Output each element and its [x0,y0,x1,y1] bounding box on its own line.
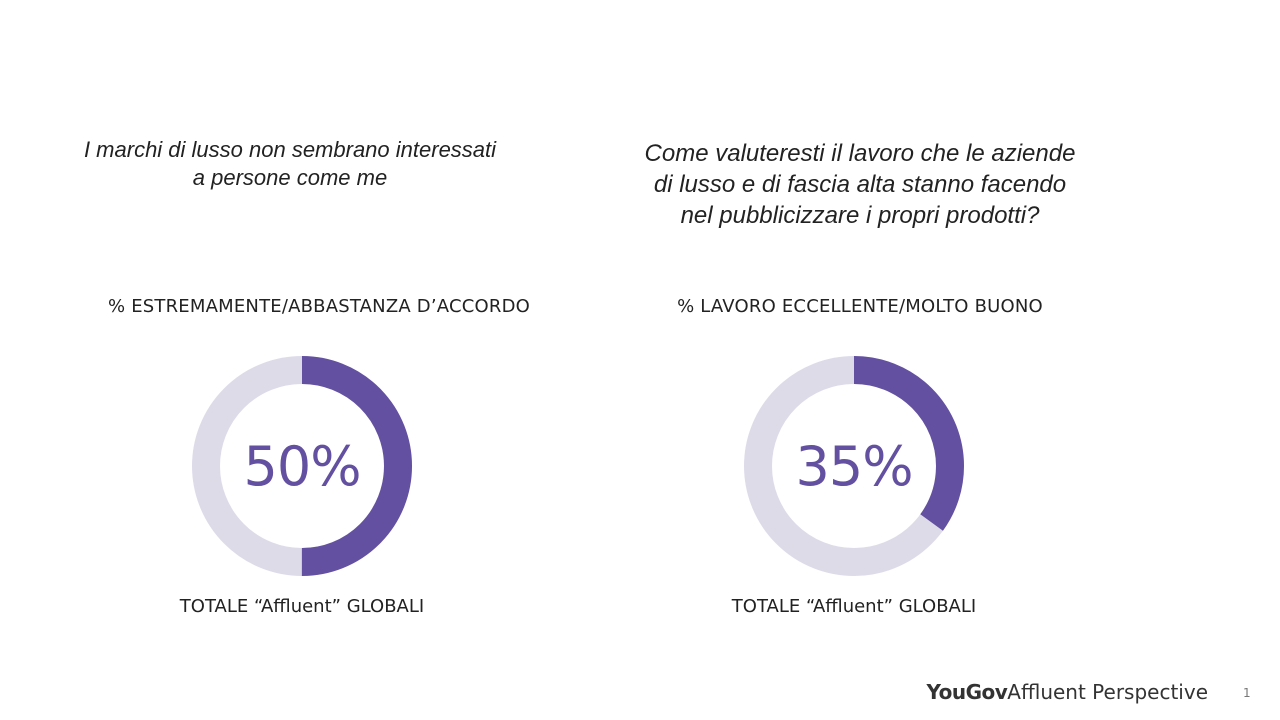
measure-label-left: % ESTREMAMENTE/ABBASTANZA D’ACCORDO [107,296,531,317]
base-label-left: TOTALE “Affluent” GLOBALI [179,596,425,617]
footer-brand: YouGovAffluent Perspective [926,680,1208,704]
page-number: 1 [1243,686,1251,700]
brand-product-text: Affluent Perspective [1007,680,1208,704]
question-left: I marchi di lusso non sembrano interessa… [83,137,497,190]
donut-svg-right [744,356,964,576]
donut-value-right: 35% [795,434,913,498]
donut-fill-right [744,356,964,576]
donut-value-left: 50% [243,434,361,498]
donut-fill-left [192,356,412,576]
base-label-right: TOTALE “Affluent” GLOBALI [731,596,977,617]
donut-chart-right: 35% [742,354,966,578]
measure-label-right: % LAVORO ECCELLENTE/MOLTO BUONO [677,296,1043,317]
donut-chart-left: 50% [190,354,414,578]
question-right: Come valuteresti il lavoro che le aziend… [644,140,1076,229]
brand-logo-text: YouGov [926,680,1008,704]
donut-svg-left [192,356,412,576]
